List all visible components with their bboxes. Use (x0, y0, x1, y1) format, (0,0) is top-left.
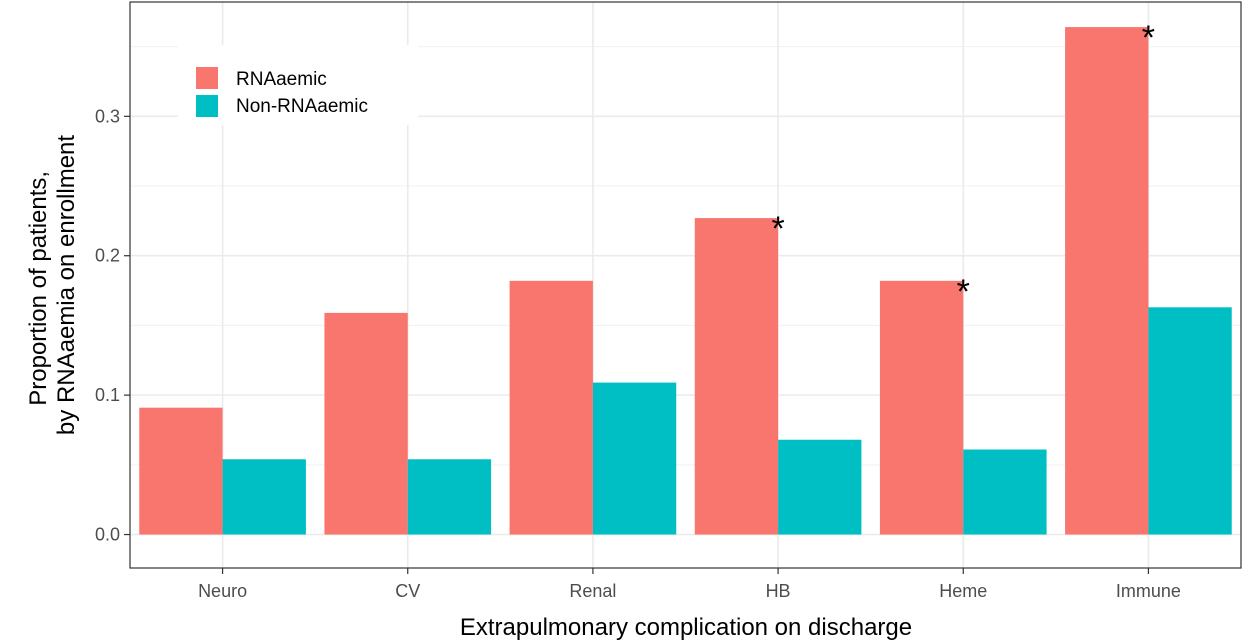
x-axis: Neuro CV Renal HB Heme Immune (198, 568, 1181, 601)
y-axis-title-line-2: by RNAaemia on enrollment (53, 135, 80, 435)
legend-label-rnaaemic: RNAaemic (236, 69, 327, 90)
bar-non-rnaaemic-hb (778, 439, 862, 535)
legend: RNAaemic Non-RNAaemic (178, 45, 418, 125)
bars (139, 27, 1232, 535)
y-tick-label: 0.3 (95, 106, 120, 126)
bar-rnaaemic-renal (509, 280, 593, 535)
x-tick-label-cv: CV (395, 581, 420, 601)
legend-label-non-rnaaemic: Non-RNAaemic (236, 96, 368, 117)
bar-non-rnaaemic-neuro (222, 459, 306, 535)
y-axis-title-line-1: Proportion of patients, (25, 171, 52, 406)
x-tick-label-immune: Immune (1116, 581, 1181, 601)
plot-panel-border (129, 1, 1242, 569)
bar-non-rnaaemic-immune (1148, 307, 1232, 535)
significance-markers: * * * (771, 19, 1155, 311)
x-tick-label-heme: Heme (939, 581, 987, 601)
y-tick-label: 0.2 (95, 246, 120, 266)
significance-marker-hb: * (771, 210, 784, 248)
bar-rnaaemic-immune (1065, 27, 1149, 535)
bar-rnaaemic-hb (694, 218, 779, 535)
y-axis-title: Proportion of patients, by RNAaemia on e… (25, 135, 80, 435)
y-axis: 0.0 0.1 0.2 0.3 (95, 106, 130, 545)
bar-rnaaemic-cv (324, 312, 408, 535)
legend-key-non-rnaaemic (196, 95, 218, 117)
legend-key-rnaaemic (196, 67, 218, 89)
x-tick-label-hb: HB (766, 581, 791, 601)
x-tick-label-renal: Renal (569, 581, 616, 601)
x-axis-title: Extrapulmonary complication on discharge (460, 614, 912, 641)
significance-marker-immune: * (1142, 19, 1155, 57)
bar-non-rnaaemic-cv (407, 459, 492, 535)
y-tick-label: 0.1 (95, 385, 120, 405)
significance-marker-heme: * (957, 273, 970, 311)
y-tick-label: 0.0 (95, 525, 120, 545)
x-tick-label-neuro: Neuro (198, 581, 247, 601)
bar-non-rnaaemic-heme (963, 449, 1047, 535)
bar-rnaaemic-neuro (139, 407, 223, 535)
bar-non-rnaaemic-renal (592, 382, 677, 535)
bar-rnaaemic-heme (879, 280, 964, 535)
